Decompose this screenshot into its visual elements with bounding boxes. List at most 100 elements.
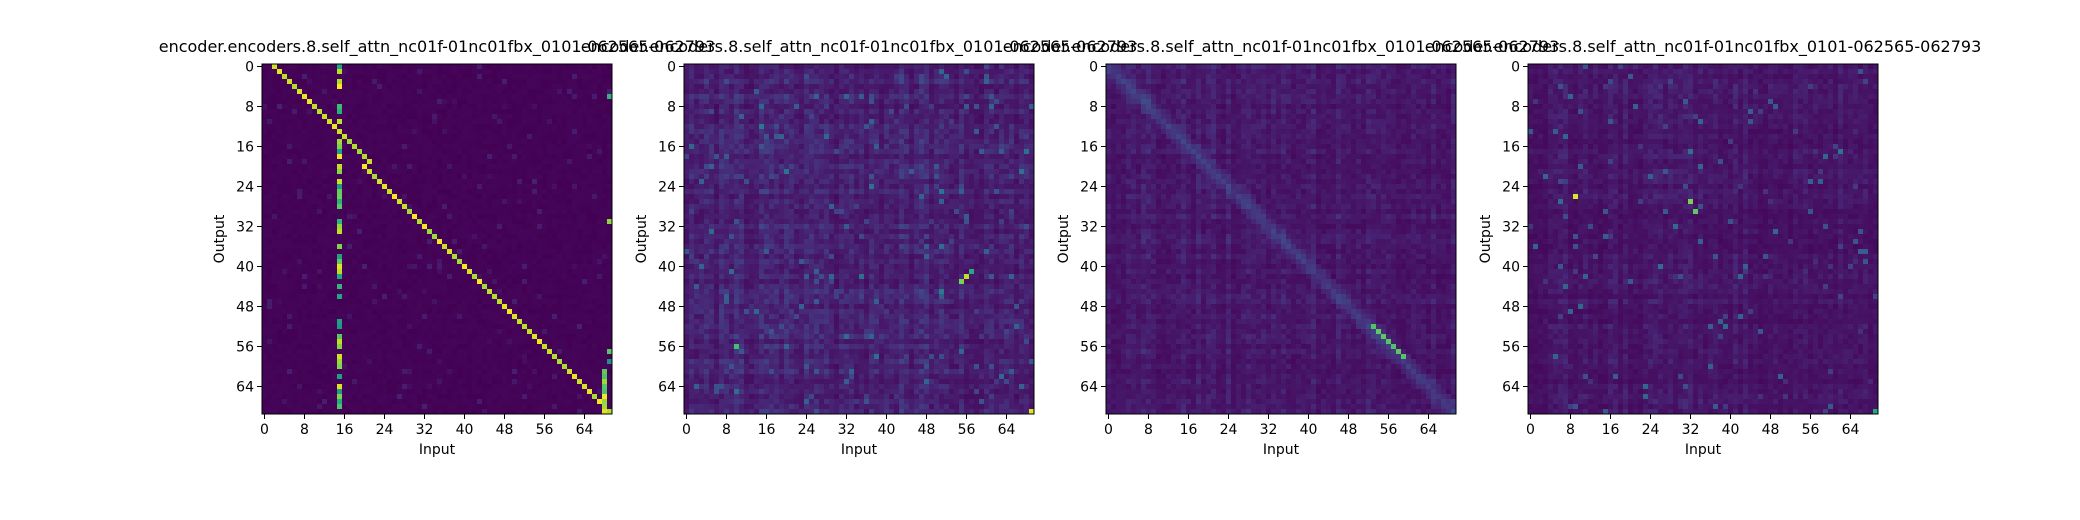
heatmap-cell [492, 364, 498, 370]
heatmap-cell [267, 364, 273, 370]
heatmap-cell [352, 274, 358, 280]
heatmap-cell [342, 199, 348, 205]
heatmap-cell [602, 154, 608, 160]
heatmap-cell [472, 174, 478, 180]
heatmap-cell [357, 84, 363, 90]
heatmap-cell [382, 189, 388, 195]
heatmap-cell [272, 264, 278, 270]
heatmap-cell [497, 104, 503, 110]
heatmap-cell [397, 244, 403, 250]
heatmap-cell [577, 94, 583, 100]
heatmap-cell [577, 369, 583, 375]
heatmap-cell [587, 369, 593, 375]
heatmap-cell [392, 114, 398, 120]
heatmap-cell [512, 384, 518, 390]
heatmap-cell [432, 209, 438, 215]
heatmap-cell [422, 79, 428, 85]
heatmap-cell [412, 69, 418, 75]
heatmap-cell [387, 134, 393, 140]
heatmap-cell [302, 114, 308, 120]
heatmap-cell [267, 219, 273, 225]
heatmap-cell [462, 144, 468, 150]
heatmap-cell [829, 64, 835, 70]
heatmap-cell [502, 79, 508, 85]
heatmap-cell [562, 344, 568, 350]
heatmap-cell [587, 79, 593, 85]
heatmap-cell [547, 314, 553, 320]
heatmap-cell [587, 134, 593, 140]
heatmap-cell [527, 299, 533, 305]
heatmap-cell [302, 389, 308, 395]
heatmap-cell [497, 309, 503, 315]
heatmap-cell [497, 144, 503, 150]
heatmap-cell [567, 214, 573, 220]
heatmap-cell [302, 319, 308, 325]
heatmap-cell [352, 284, 358, 290]
heatmap-cell [277, 244, 283, 250]
heatmap-cell [532, 79, 538, 85]
heatmap-cell [557, 64, 563, 70]
heatmap-cell [427, 319, 433, 325]
heatmap-cell [367, 119, 373, 125]
heatmap-cell [592, 179, 598, 185]
heatmap-cell [557, 319, 563, 325]
heatmap-cell [262, 219, 268, 225]
heatmap-cell [362, 129, 368, 135]
heatmap-cell [262, 284, 268, 290]
heatmap-cell [502, 384, 508, 390]
heatmap-cell [487, 224, 493, 230]
heatmap-cell [282, 124, 288, 130]
heatmap-cell [562, 89, 568, 95]
heatmap-cell [327, 389, 333, 395]
heatmap-cell [387, 169, 393, 175]
heatmap-cell [392, 329, 398, 335]
heatmap-cell [582, 94, 588, 100]
heatmap-cell [407, 79, 413, 85]
heatmap-cell [547, 194, 553, 200]
heatmap-cell [262, 364, 268, 370]
heatmap-cell [477, 374, 483, 380]
heatmap-cell [327, 399, 333, 405]
heatmap-cell [322, 89, 328, 95]
heatmap-cell [272, 384, 278, 390]
heatmap-cell [287, 294, 293, 300]
heatmap-cell [704, 64, 710, 70]
heatmap-cell [357, 349, 363, 355]
heatmap-cell [272, 159, 278, 165]
heatmap-cell [557, 409, 563, 415]
heatmap-cell [597, 239, 603, 245]
heatmap-cell [547, 104, 553, 110]
heatmap-cell [307, 144, 313, 150]
heatmap-cell [432, 84, 438, 90]
heatmap-cell [312, 399, 318, 405]
heatmap-cell [412, 119, 418, 125]
heatmap-cell [367, 194, 373, 200]
heatmap-cell [332, 319, 338, 325]
heatmap-cell [282, 159, 288, 165]
heatmap-cell [362, 339, 368, 345]
heatmap-cell [307, 164, 313, 170]
heatmap-cell [362, 264, 368, 270]
heatmap-cell [472, 214, 478, 220]
heatmap-cell [427, 99, 433, 105]
heatmap-cell [562, 384, 568, 390]
y-tick-label: 64 [236, 380, 254, 396]
heatmap-cell [567, 344, 573, 350]
heatmap-cell [522, 149, 528, 155]
heatmap-cell [297, 269, 303, 275]
heatmap-cell [472, 139, 478, 145]
y-axis-label: Output [212, 214, 228, 263]
heatmap-cell [372, 74, 378, 80]
heatmap-cell [482, 284, 488, 290]
heatmap-cell [382, 289, 388, 295]
heatmap-cell [337, 289, 343, 295]
heatmap-cell [402, 204, 408, 210]
heatmap-cell [587, 174, 593, 180]
heatmap-cell [282, 364, 288, 370]
heatmap-cell [327, 249, 333, 255]
heatmap-cell [402, 289, 408, 295]
heatmap-cell [397, 374, 403, 380]
heatmap-cell [492, 199, 498, 205]
heatmap-cell [497, 389, 503, 395]
heatmap-cell [477, 104, 483, 110]
